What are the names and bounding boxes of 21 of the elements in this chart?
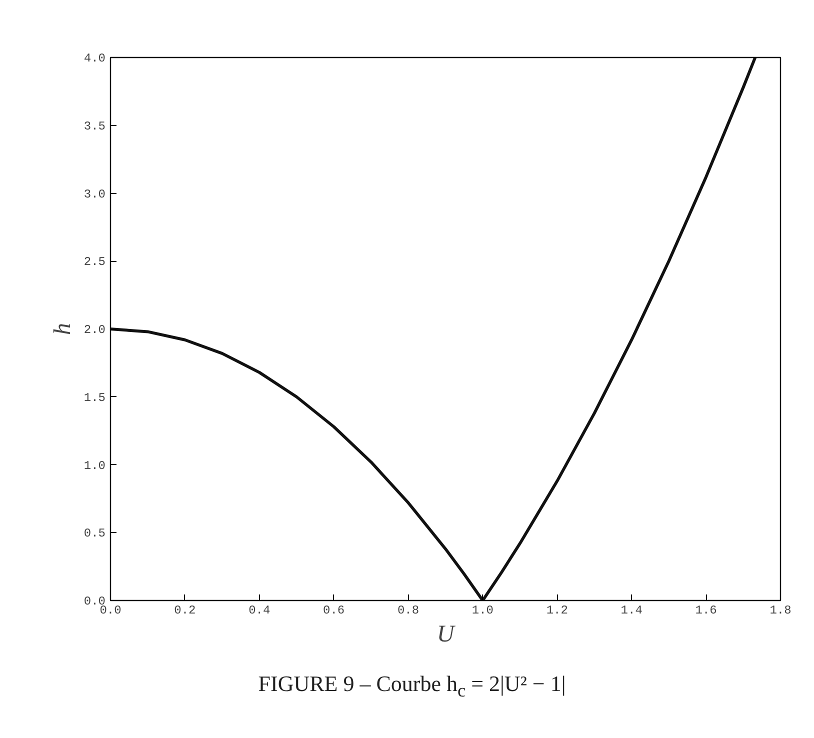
x-tick-label: 0.2 — [174, 604, 196, 618]
y-axis-title: h — [50, 323, 76, 335]
y-tick-label: 3.0 — [84, 187, 106, 202]
x-tick-label: 1.6 — [695, 604, 717, 618]
y-tick-label: 0.5 — [84, 526, 106, 541]
y-tick-label: 3.5 — [84, 119, 106, 134]
x-tick-label: 0.8 — [397, 604, 420, 618]
y-tick-label: 1.5 — [84, 390, 106, 405]
x-axis-title: U — [436, 622, 456, 648]
x-tick-label: 0.4 — [248, 604, 270, 618]
x-tick-label: 0.6 — [323, 604, 345, 618]
x-tick-label: 1.0 — [472, 604, 494, 618]
x-tick-label: 1.4 — [620, 604, 642, 618]
y-tick-label: 2.5 — [84, 255, 106, 270]
x-tick-label: 1.2 — [546, 604, 568, 618]
y-tick-label: 1.0 — [84, 458, 106, 473]
y-tick-label: 2.0 — [84, 323, 106, 337]
x-tick-label: 0.0 — [100, 604, 122, 618]
x-tick-label: 1.8 — [770, 604, 792, 618]
caption: FIGURE 9 – Courbe h$_{c}$ = 2|U² − 1| — [258, 670, 566, 702]
y-tick-label: 4.0 — [84, 52, 106, 66]
